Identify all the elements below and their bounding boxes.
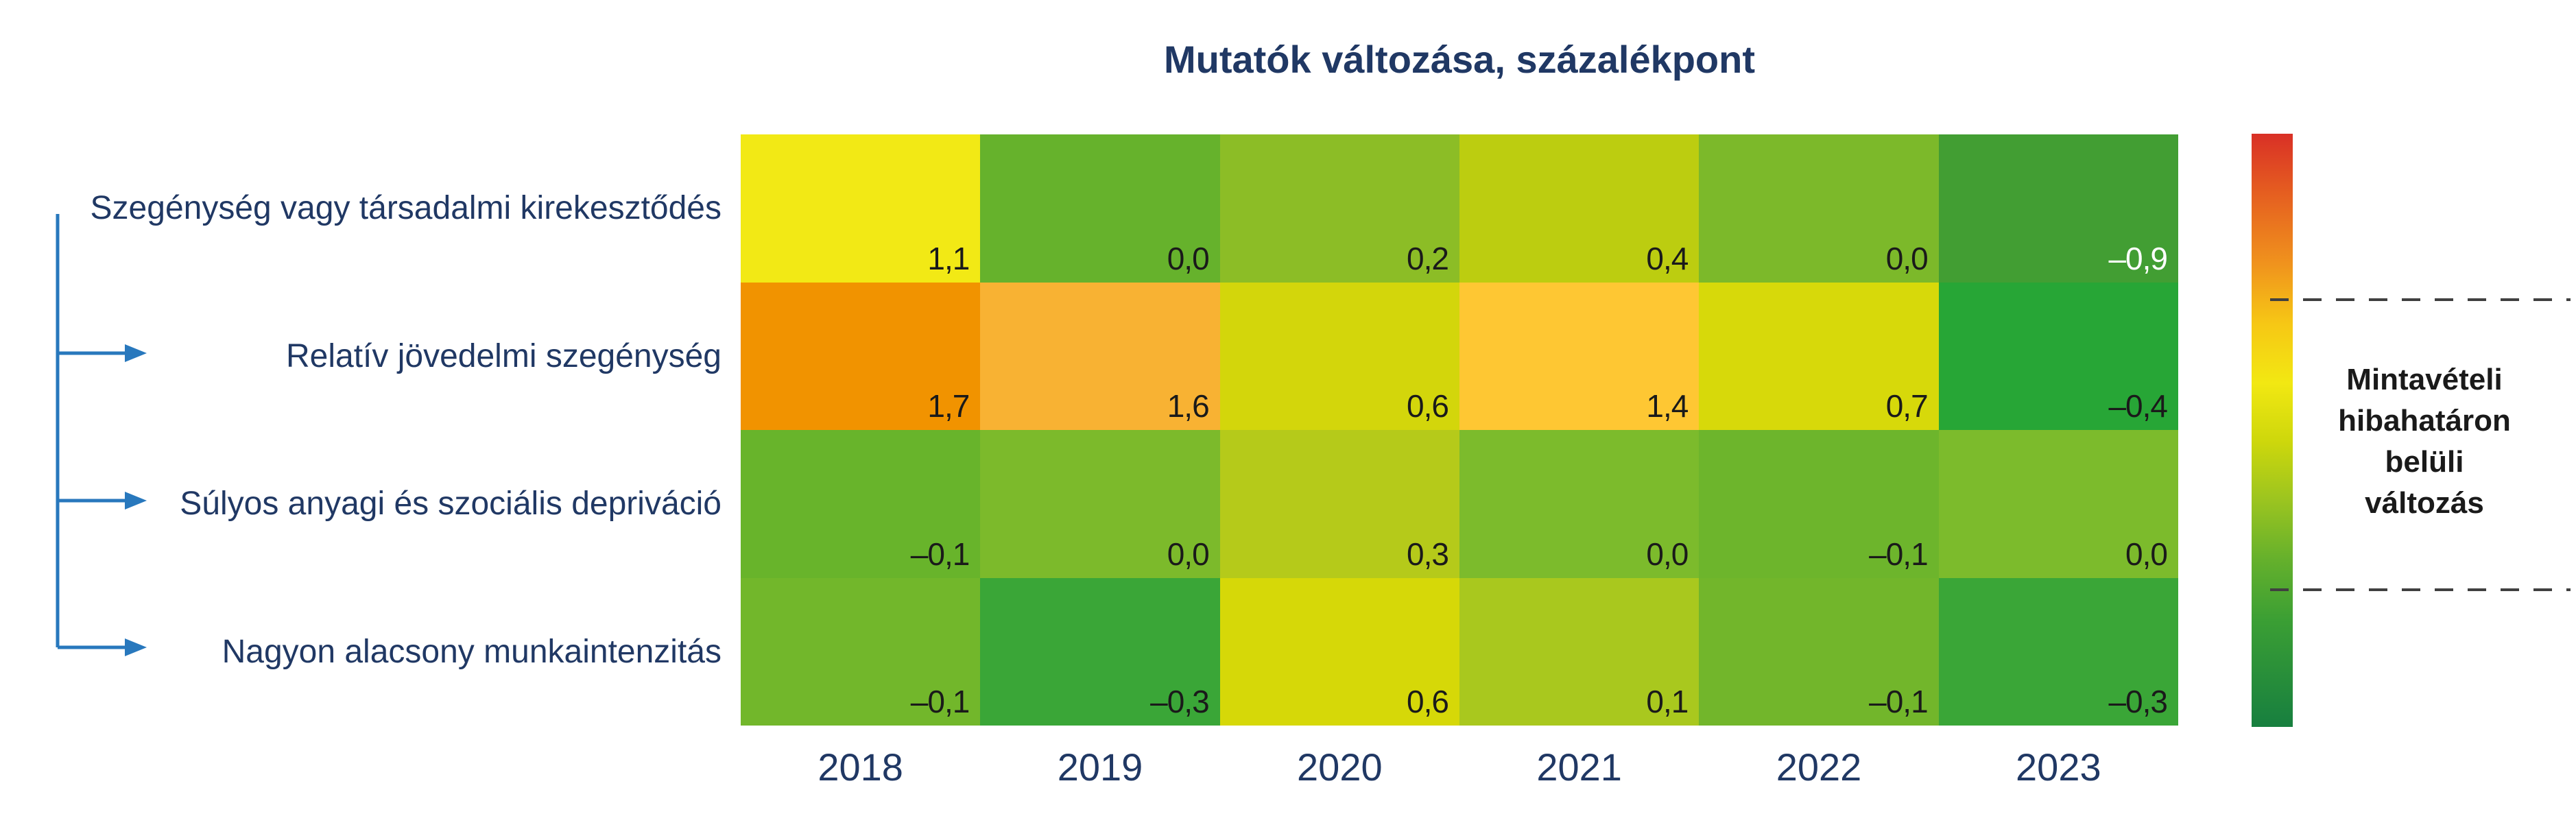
cell-value: –0,1 — [1869, 536, 1929, 572]
heatmap-cell: 0,0 — [1938, 430, 2178, 578]
heatmap-cell: 0,0 — [1459, 430, 1700, 578]
cell-value: 0,0 — [1646, 536, 1689, 572]
cell-value: –0,1 — [910, 536, 970, 572]
cell-value: 0,2 — [1407, 240, 1449, 276]
heatmap-cell: 0,6 — [1219, 282, 1459, 430]
cell-value: 0,1 — [1646, 684, 1689, 719]
year-axis: 2018 2019 2020 2021 2022 2023 — [741, 732, 2178, 801]
cell-value: 0,6 — [1407, 684, 1449, 719]
row-label: Szegénység vagy társadalmi kirekesztődés — [90, 190, 721, 227]
year-label: 2018 — [818, 745, 903, 789]
heatmap-cell: 0,7 — [1699, 282, 1939, 430]
legend-dashed-lines — [2270, 298, 2571, 591]
heatmap-cell: 0,6 — [1219, 577, 1459, 726]
cell-value: 0,6 — [1407, 388, 1449, 424]
heatmap-grid: 1,1 0,0 0,2 0,4 0,0 –0,9 1,7 1,6 0,6 1,4 0,7 –0,4 –0… — [741, 134, 2178, 726]
row-label: Nagyon alacsony munkaintenzitás — [222, 633, 721, 670]
year-label: 2022 — [1776, 745, 1862, 789]
arrow-right-icon — [125, 492, 147, 510]
heatmap-cell: –0,3 — [1938, 577, 2178, 726]
heatmap-cell: –0,3 — [980, 577, 1220, 726]
cell-value: –0,3 — [1150, 684, 1210, 719]
legend-note-line: változás — [2365, 486, 2484, 520]
year-label: 2023 — [2016, 745, 2101, 789]
heatmap-cell: 0,1 — [1459, 577, 1700, 726]
legend-note-line: belüli — [2385, 445, 2464, 479]
heatmap-cell: 0,3 — [1219, 430, 1459, 578]
cell-value: 0,7 — [1885, 388, 1929, 424]
row-label: Súlyos anyagi és szociális depriváció — [180, 486, 721, 523]
year-label: 2020 — [1297, 745, 1383, 789]
cell-value: –0,9 — [2108, 240, 2168, 276]
heatmap-cell: 0,0 — [1699, 134, 1939, 283]
heatmap-cell: 0,0 — [980, 430, 1220, 578]
legend-note-line: Mintavételi — [2346, 363, 2503, 396]
cell-value: 1,4 — [1646, 388, 1689, 424]
heatmap-cell: 0,0 — [980, 134, 1220, 283]
row-label: Relatív jövedelmi szegénység — [286, 337, 721, 374]
heatmap-cell: 0,2 — [1219, 134, 1459, 283]
heatmap-cell: 1,4 — [1459, 282, 1700, 430]
cell-value: 0,0 — [1167, 536, 1210, 572]
heatmap-cell: 0,4 — [1459, 134, 1700, 283]
heatmap-cell: –0,1 — [741, 577, 981, 726]
cell-value: 1,7 — [927, 388, 970, 424]
arrow-right-icon — [125, 344, 147, 362]
cell-value: –0,3 — [2108, 684, 2168, 719]
heatmap-cell: –0,1 — [741, 430, 981, 578]
legend-note: Mintavételi hibahatáron belüli változás — [2298, 359, 2551, 524]
year-label: 2019 — [1057, 745, 1143, 789]
heatmap-cell: –0,9 — [1938, 134, 2178, 283]
legend-colorbar — [2252, 134, 2293, 727]
row-labels: Szegénység vagy társadalmi kirekesztődés… — [0, 134, 721, 726]
heatmap-cell: 1,1 — [741, 134, 981, 283]
page-title: Mutatók változása, százalékpont — [1163, 38, 1755, 81]
cell-value: –0,1 — [1869, 684, 1929, 719]
arrow-right-icon — [125, 638, 147, 656]
heatmap-cell: –0,1 — [1699, 430, 1939, 578]
cell-value: –0,1 — [910, 684, 970, 719]
cell-value: 1,6 — [1167, 388, 1210, 424]
heatmap-cell: 1,6 — [980, 282, 1220, 430]
heatmap-cell: 1,7 — [741, 282, 981, 430]
cell-value: 0,0 — [1167, 240, 1210, 276]
heatmap-cell: –0,4 — [1938, 282, 2178, 430]
cell-value: 0,4 — [1646, 240, 1689, 276]
cell-value: 0,3 — [1407, 536, 1449, 572]
hierarchy-tree-icon — [56, 214, 147, 656]
cell-value: 1,1 — [927, 240, 970, 276]
cell-value: 0,0 — [1885, 240, 1929, 276]
heatmap-cell: –0,1 — [1699, 577, 1939, 726]
cell-value: –0,4 — [2108, 388, 2168, 424]
year-label: 2021 — [1536, 745, 1622, 789]
cell-value: 0,0 — [2125, 536, 2168, 572]
legend-note-line: hibahatáron — [2338, 404, 2511, 438]
